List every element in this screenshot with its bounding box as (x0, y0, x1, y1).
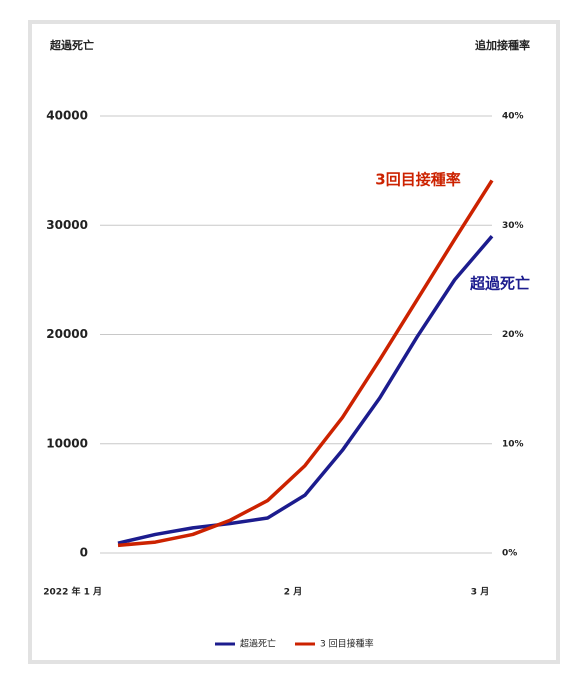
y-tick-label: 0 (80, 546, 88, 560)
annotation: 超過死亡 (469, 275, 530, 293)
annotation: 3回目接種率 (375, 171, 460, 189)
y-tick-label: 40000 (46, 109, 88, 123)
y-tick-label: 10000 (46, 436, 88, 450)
series-line (117, 235, 494, 545)
y2-tick-label: 30% (502, 221, 524, 231)
x-tick-label: 2022 年 1 月 (43, 586, 102, 598)
frame (28, 20, 560, 664)
series-line (117, 179, 494, 548)
y2-tick-label: 10% (502, 439, 524, 449)
y2-tick-label: 20% (502, 330, 524, 340)
x-tick-label: 3 月 (471, 587, 489, 598)
y2-axis-title: 追加接種率 (475, 38, 530, 52)
legend-label: 超過死亡 (240, 638, 276, 650)
y-axis-title: 超過死亡 (49, 38, 94, 52)
y2-tick-label: 0% (502, 549, 517, 559)
y-tick-label: 30000 (46, 218, 88, 232)
y2-tick-label: 40% (502, 112, 524, 122)
legend-label: 3 回目接種率 (320, 638, 374, 650)
x-tick-label: 2 月 (284, 587, 302, 598)
y-tick-label: 20000 (46, 327, 88, 341)
